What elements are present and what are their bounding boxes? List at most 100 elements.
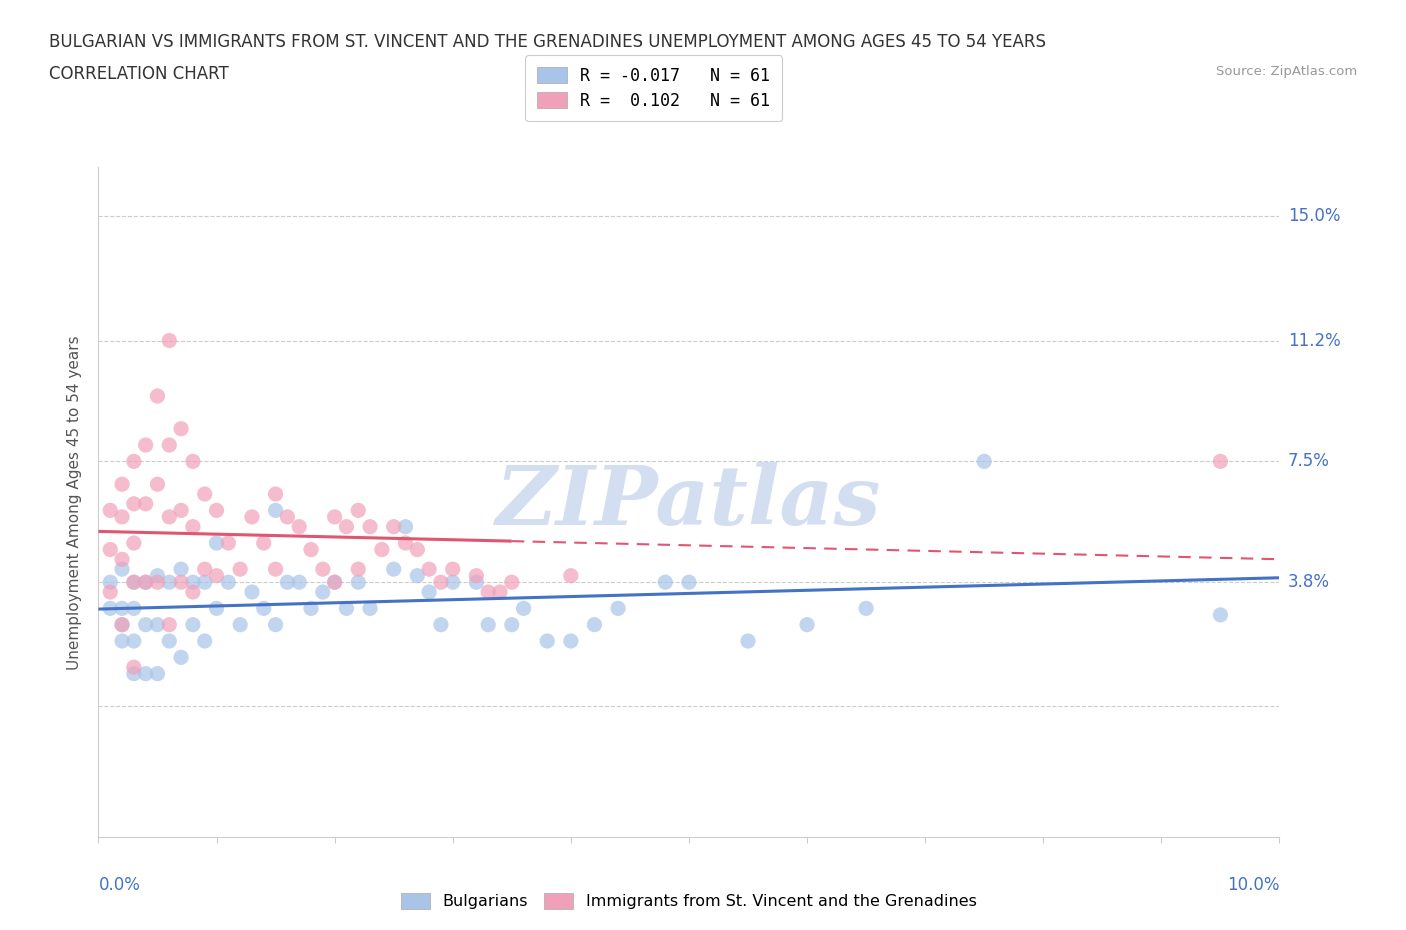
Point [253, 536, 276, 551]
Point [111, 633, 134, 648]
Point [406, 568, 429, 583]
Point [312, 585, 335, 600]
Point [299, 542, 322, 557]
Point [98, 575, 121, 590]
Point [264, 618, 287, 632]
Point [135, 497, 157, 512]
Point [205, 503, 228, 518]
Point [122, 575, 145, 590]
Point [394, 536, 416, 551]
Point [560, 568, 582, 583]
Point [240, 585, 263, 600]
Point [323, 575, 346, 590]
Point [111, 618, 134, 632]
Point [430, 618, 453, 632]
Point [111, 618, 134, 632]
Point [146, 477, 169, 492]
Point [335, 519, 357, 534]
Point [264, 562, 287, 577]
Point [122, 633, 145, 648]
Point [264, 486, 287, 501]
Point [536, 633, 558, 648]
Text: 3.8%: 3.8% [1288, 573, 1330, 591]
Point [170, 575, 193, 590]
Point [465, 575, 488, 590]
Point [560, 633, 582, 648]
Point [477, 585, 499, 600]
Point [135, 575, 157, 590]
Point [157, 618, 180, 632]
Point [312, 562, 335, 577]
Point [217, 575, 239, 590]
Point [135, 575, 157, 590]
Text: BULGARIAN VS IMMIGRANTS FROM ST. VINCENT AND THE GRENADINES UNEMPLOYMENT AMONG A: BULGARIAN VS IMMIGRANTS FROM ST. VINCENT… [49, 33, 1046, 50]
Point [418, 562, 440, 577]
Point [299, 601, 322, 616]
Point [122, 659, 145, 674]
Point [382, 562, 405, 577]
Point [229, 618, 252, 632]
Point [406, 542, 429, 557]
Point [335, 601, 357, 616]
Point [288, 575, 311, 590]
Point [181, 575, 204, 590]
Point [501, 575, 523, 590]
Point [157, 333, 180, 348]
Point [654, 575, 676, 590]
Point [359, 601, 381, 616]
Text: Source: ZipAtlas.com: Source: ZipAtlas.com [1216, 65, 1357, 78]
Point [111, 601, 134, 616]
Point [181, 585, 204, 600]
Point [607, 601, 630, 616]
Point [181, 519, 204, 534]
Y-axis label: Unemployment Among Ages 45 to 54 years: Unemployment Among Ages 45 to 54 years [67, 335, 83, 670]
Point [98, 542, 121, 557]
Point [157, 575, 180, 590]
Point [477, 618, 499, 632]
Point [359, 519, 381, 534]
Point [855, 601, 877, 616]
Point [205, 601, 228, 616]
Point [170, 562, 193, 577]
Point [205, 536, 228, 551]
Point [122, 575, 145, 590]
Point [157, 438, 180, 453]
Point [181, 618, 204, 632]
Point [181, 454, 204, 469]
Point [323, 575, 346, 590]
Point [347, 562, 370, 577]
Point [441, 575, 464, 590]
Point [122, 601, 145, 616]
Text: 10.0%: 10.0% [1227, 876, 1279, 894]
Legend: R = -0.017   N = 61, R =  0.102   N = 61: R = -0.017 N = 61, R = 0.102 N = 61 [526, 55, 782, 121]
Point [194, 562, 217, 577]
Point [194, 575, 217, 590]
Point [276, 510, 298, 525]
Point [394, 519, 416, 534]
Point [973, 454, 995, 469]
Point [157, 510, 180, 525]
Point [418, 585, 440, 600]
Point [512, 601, 534, 616]
Point [98, 503, 121, 518]
Point [157, 633, 180, 648]
Point [288, 519, 311, 534]
Point [122, 454, 145, 469]
Point [170, 503, 193, 518]
Legend: Bulgarians, Immigrants from St. Vincent and the Grenadines: Bulgarians, Immigrants from St. Vincent … [394, 885, 984, 917]
Text: 7.5%: 7.5% [1288, 452, 1330, 471]
Point [347, 575, 370, 590]
Point [240, 510, 263, 525]
Point [205, 568, 228, 583]
Point [170, 650, 193, 665]
Point [135, 438, 157, 453]
Text: ZIPatlas: ZIPatlas [496, 462, 882, 542]
Point [678, 575, 700, 590]
Point [146, 389, 169, 404]
Point [146, 568, 169, 583]
Point [1209, 454, 1232, 469]
Text: 0.0%: 0.0% [98, 876, 141, 894]
Point [253, 601, 276, 616]
Point [135, 618, 157, 632]
Point [146, 575, 169, 590]
